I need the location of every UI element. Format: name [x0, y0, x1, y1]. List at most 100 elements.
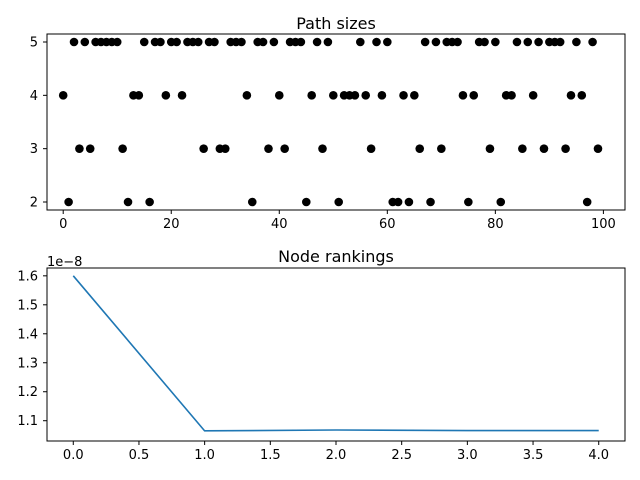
- scatter-point: [566, 91, 576, 100]
- scatter-point: [361, 91, 371, 100]
- scatter-point: [118, 144, 127, 153]
- scatter-point: [491, 37, 500, 47]
- scatter-point: [274, 91, 284, 100]
- x-tick-label: 1.0: [194, 448, 215, 463]
- scatter-point: [334, 197, 344, 207]
- x-tick-label: 3.5: [523, 448, 544, 463]
- node-rankings-line: [72, 275, 599, 432]
- path-sizes-title: Path sizes: [296, 14, 376, 33]
- scatter-point: [496, 197, 506, 207]
- scatter-point: [561, 144, 570, 153]
- scatter-point: [453, 37, 462, 47]
- scatter-point: [377, 91, 387, 100]
- scatter-point: [485, 144, 495, 153]
- y-tick-label: 1.2: [17, 385, 38, 400]
- scatter-point: [410, 91, 419, 100]
- y-tick-label: 1.6: [17, 269, 38, 284]
- scatter-point: [328, 91, 338, 100]
- scatter-point: [507, 91, 516, 100]
- x-tick-label: 1.5: [260, 448, 281, 463]
- x-tick-label: 40: [271, 217, 288, 232]
- y-tick-label: 5: [30, 36, 38, 51]
- scatter-point: [69, 37, 79, 47]
- x-tick-label: 20: [163, 217, 180, 232]
- scatter-point: [199, 144, 208, 153]
- scatter-point: [480, 37, 489, 47]
- node-rankings-ticks: 0.0 0.5 1.0 1.5 2.0 2.5 3.0 3.5 4.0 1.1 1.2 1.3 1.4 1…: [17, 269, 609, 463]
- scatter-point: [177, 91, 187, 100]
- y-tick-label: 3: [30, 142, 38, 157]
- scatter-point: [193, 37, 203, 47]
- scatter-point: [85, 144, 95, 153]
- y-tick-label: 1.4: [17, 327, 38, 342]
- path-sizes-ticks: 0 20 40 60 80 100 2 3 4 5: [30, 36, 616, 233]
- scatter-point: [220, 144, 230, 153]
- scatter-point: [464, 197, 473, 207]
- scatter-point: [318, 144, 327, 153]
- scatter-point: [237, 37, 246, 47]
- scatter-point: [323, 37, 333, 47]
- node-rankings-chart: Node rankings 1e−8 0.0 0.5 1.0 1.5 2.0 2.5 3.0…: [17, 247, 626, 463]
- scatter-point: [426, 197, 435, 207]
- scatter-point: [512, 37, 522, 47]
- scatter-point: [431, 37, 441, 47]
- scatter-point: [404, 197, 414, 207]
- x-tick-label: 3.0: [457, 448, 478, 463]
- scatter-point: [518, 144, 527, 153]
- scatter-point: [112, 37, 122, 47]
- x-tick-label: 2.0: [326, 448, 347, 463]
- scatter-point: [534, 37, 543, 47]
- scatter-point: [539, 144, 549, 153]
- scatter-point: [366, 144, 376, 153]
- path-sizes-axes-frame: [46, 33, 626, 211]
- x-tick-label: 0: [59, 217, 67, 232]
- scatter-point: [145, 197, 154, 207]
- scatter-point: [399, 91, 408, 100]
- y-tick-label: 1.3: [17, 356, 38, 371]
- scatter-point: [393, 197, 403, 207]
- path-sizes-points: [58, 37, 603, 207]
- node-rankings-title: Node rankings: [278, 247, 394, 266]
- scatter-point: [593, 144, 603, 153]
- scatter-point: [458, 91, 468, 100]
- y-tick-label: 4: [30, 89, 38, 104]
- scatter-point: [172, 37, 181, 47]
- path-sizes-chart: Path sizes 0 20 40 60 80 100 2 3 4 5: [30, 14, 626, 233]
- scatter-point: [356, 37, 365, 47]
- scatter-point: [582, 197, 592, 207]
- scatter-point: [264, 144, 273, 153]
- x-tick-label: 100: [591, 217, 616, 232]
- y-tick-label: 1.1: [17, 414, 38, 429]
- scatter-point: [523, 37, 533, 47]
- scatter-point: [528, 91, 538, 100]
- y-tick-label: 2: [30, 196, 38, 211]
- x-tick-label: 0.5: [129, 448, 150, 463]
- scatter-point: [156, 37, 165, 47]
- scatter-point: [80, 37, 90, 47]
- scatter-point: [258, 37, 268, 47]
- scatter-point: [296, 37, 306, 47]
- node-rankings-axes-frame: [46, 267, 626, 442]
- x-tick-label: 2.5: [391, 448, 412, 463]
- scatter-point: [242, 91, 252, 100]
- scatter-point: [437, 144, 446, 153]
- scatter-point: [75, 144, 84, 153]
- scatter-point: [64, 197, 73, 207]
- node-rankings-line-group: [72, 275, 599, 432]
- scatter-point: [312, 37, 322, 47]
- scatter-point: [577, 91, 587, 100]
- scatter-point: [415, 144, 425, 153]
- scatter-point: [123, 197, 133, 207]
- scatter-point: [247, 197, 257, 207]
- scatter-point: [301, 197, 311, 207]
- scatter-point: [58, 91, 68, 100]
- scatter-point: [420, 37, 430, 47]
- scatter-point: [555, 37, 565, 47]
- scatter-point: [269, 37, 279, 47]
- scatter-point: [469, 91, 479, 100]
- scatter-point: [588, 37, 597, 47]
- scatter-point: [307, 91, 316, 100]
- x-tick-label: 60: [379, 217, 396, 232]
- scatter-point: [372, 37, 381, 47]
- x-tick-label: 80: [487, 217, 504, 232]
